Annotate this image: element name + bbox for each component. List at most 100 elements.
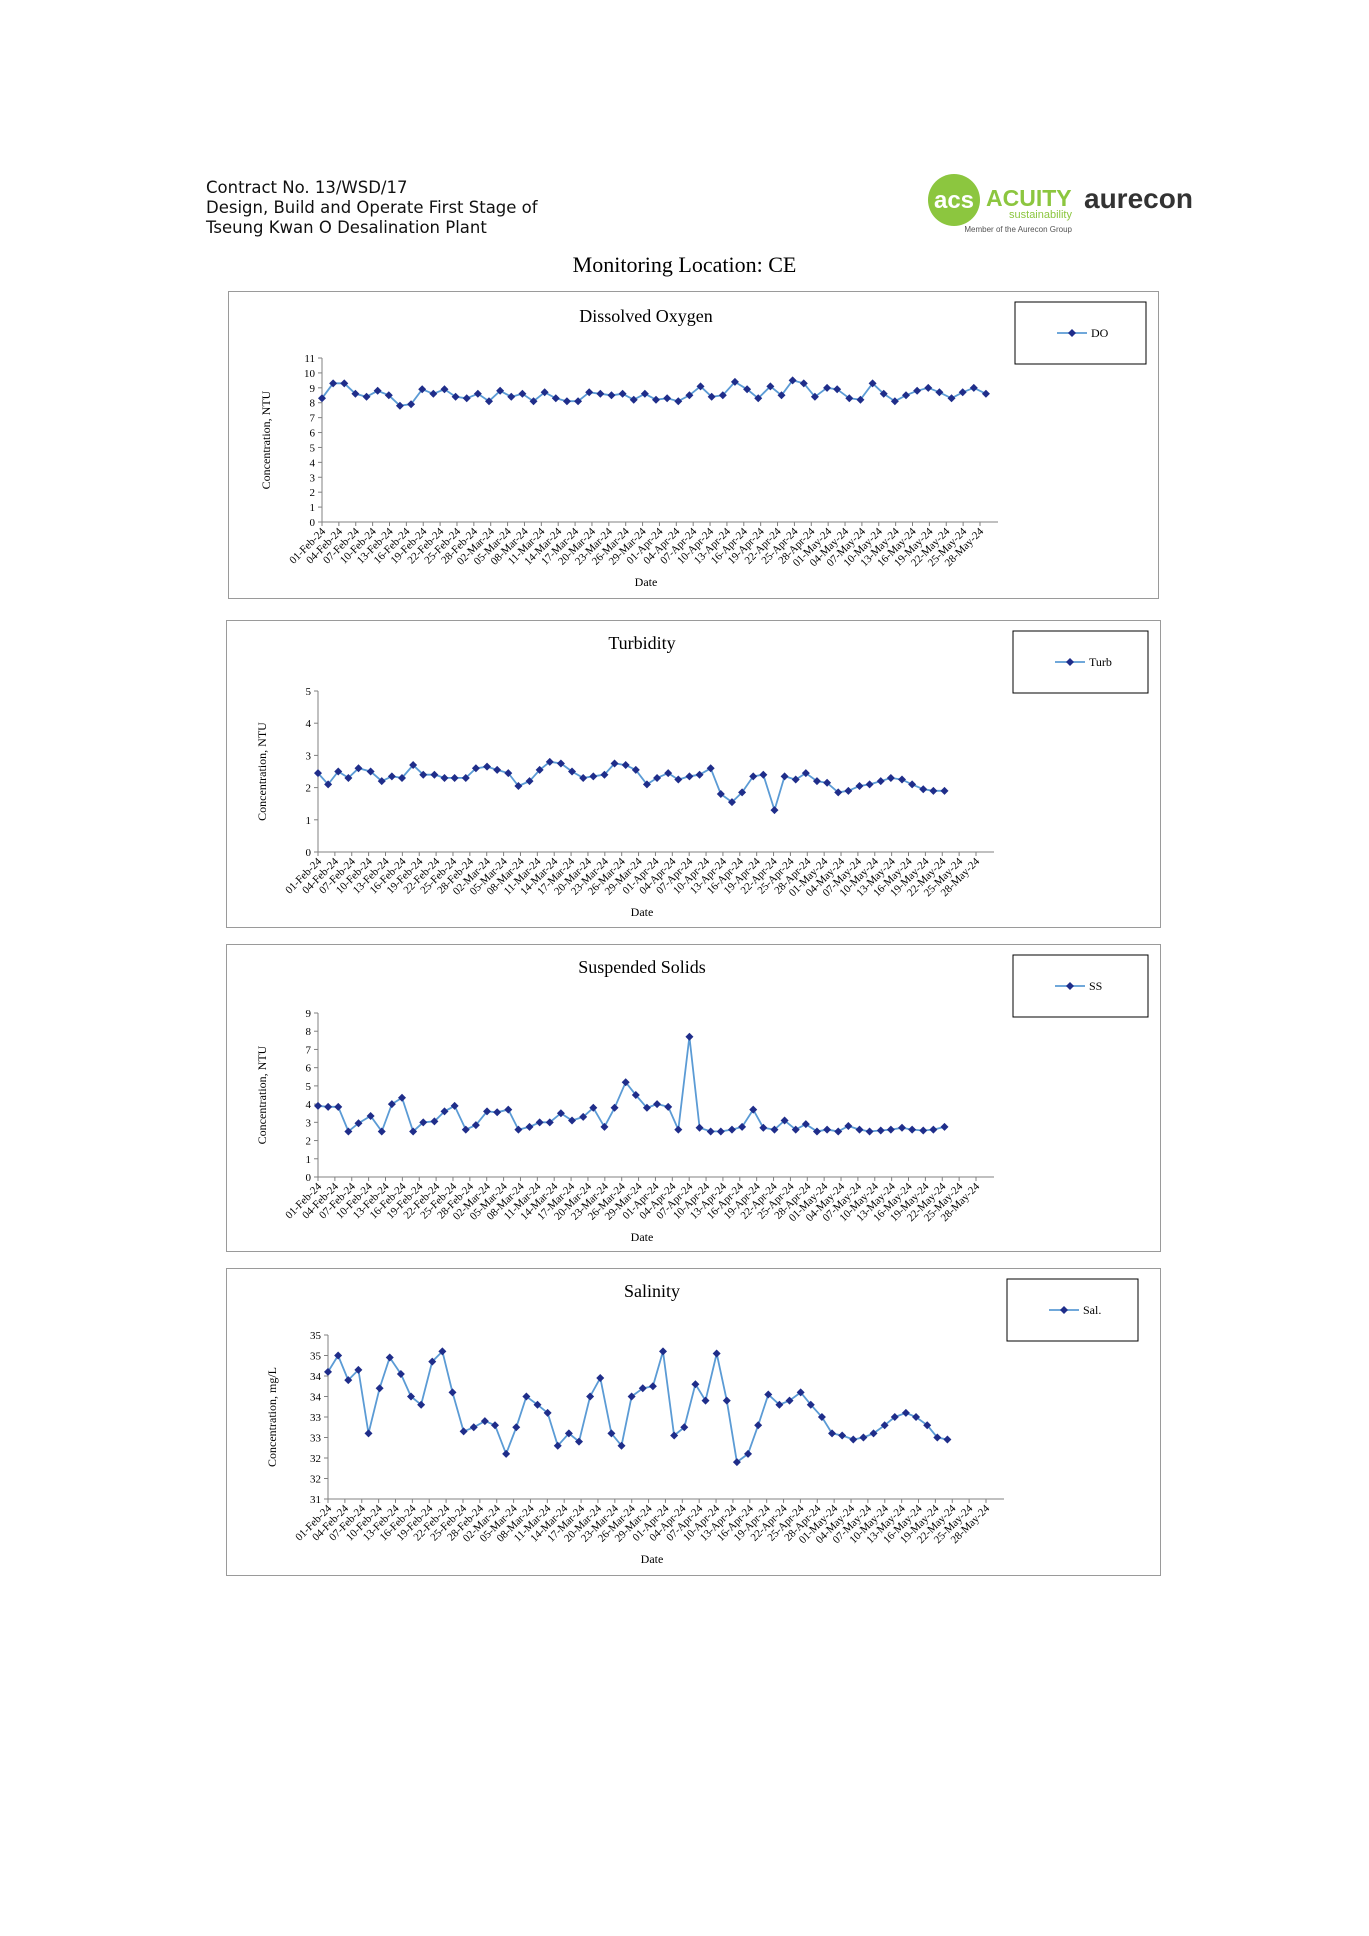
data-point — [493, 765, 502, 774]
data-point — [913, 386, 922, 395]
data-point — [384, 391, 393, 400]
y-tick-label: 35 — [310, 1351, 322, 1363]
data-point — [471, 764, 480, 773]
data-point — [879, 389, 888, 398]
data-point — [589, 772, 598, 781]
data-point — [659, 1347, 668, 1356]
data-point — [652, 395, 660, 404]
y-tick-label: 8 — [306, 1026, 312, 1038]
suspended-solids-chart-svg: Suspended Solids 0 1 2 3 4 5 6 7 8 9 Concentration,… — [255, 954, 1149, 1244]
data-point — [610, 759, 619, 768]
data-point — [329, 379, 338, 388]
data-point — [354, 764, 363, 773]
data-point — [785, 1396, 794, 1405]
data-point — [799, 379, 808, 388]
data-point — [738, 1122, 747, 1131]
data-point — [958, 388, 967, 397]
data-point — [876, 1126, 885, 1135]
data-point — [438, 1347, 447, 1356]
data-point — [629, 395, 638, 404]
data-point — [556, 1109, 565, 1118]
data-point — [732, 1458, 741, 1467]
y-tick-label: 1 — [306, 1154, 312, 1166]
suspended-solids-chart: Suspended Solids 0 1 2 3 4 5 6 7 8 9 Concentration,… — [226, 944, 1161, 1252]
data-point — [366, 1111, 375, 1120]
data-point — [886, 773, 895, 782]
data-point — [351, 389, 360, 398]
data-point — [981, 389, 990, 398]
y-tick-label: 5 — [306, 686, 312, 698]
data-point — [844, 786, 853, 795]
data-point — [450, 773, 459, 782]
data-point — [759, 770, 768, 779]
chart-title: Salinity — [624, 1281, 680, 1301]
data-point — [579, 1112, 588, 1121]
data-point — [869, 1429, 878, 1438]
page-title: Monitoring Location: CE — [572, 252, 797, 277]
data-point — [461, 773, 470, 782]
data-point — [631, 1091, 640, 1099]
data-point — [770, 1125, 779, 1134]
y-tick-label: 31 — [310, 1494, 321, 1506]
y-tick-label: 33 — [310, 1433, 322, 1445]
y-tick-label: 34 — [310, 1392, 322, 1404]
data-point — [935, 388, 944, 397]
data-point — [398, 1093, 407, 1102]
data-point — [480, 1417, 489, 1426]
data-point — [876, 777, 885, 786]
y-tick-label: 1 — [306, 815, 312, 827]
data-point — [759, 1123, 768, 1132]
data-point — [409, 1127, 418, 1136]
data-point — [354, 1365, 363, 1374]
y-tick-label: 11 — [304, 353, 315, 365]
acuity-monogram-circle — [928, 174, 980, 226]
data-point — [801, 1120, 810, 1129]
y-tick-label: 5 — [310, 442, 316, 454]
data-point — [471, 1121, 480, 1130]
data-point — [880, 1421, 889, 1430]
data-point — [377, 1127, 386, 1136]
y-tick-label: 3 — [306, 750, 312, 762]
data-point — [450, 1101, 459, 1110]
data-point — [407, 400, 416, 409]
data-point — [868, 379, 877, 388]
legend-marker — [1060, 1306, 1068, 1314]
y-axis-label: Concentration, NTU — [259, 390, 273, 489]
data-point — [387, 772, 396, 781]
data-point — [890, 397, 899, 406]
y-tick-label: 1 — [310, 502, 316, 514]
data-point — [483, 1107, 492, 1116]
data-point — [448, 1388, 457, 1397]
data-point — [607, 391, 616, 400]
data-point — [344, 1127, 353, 1136]
data-point — [504, 769, 513, 778]
y-tick-label: 6 — [310, 428, 316, 440]
data-point — [485, 397, 493, 406]
data-point — [855, 1125, 864, 1134]
y-axis-label: Concentration, NTU — [255, 1045, 269, 1144]
data-point — [642, 1103, 651, 1112]
data-point — [387, 1100, 396, 1109]
data-point — [491, 1421, 499, 1430]
data-point — [722, 1396, 731, 1405]
data-point — [514, 1125, 523, 1134]
data-point — [596, 389, 605, 398]
data-point — [947, 394, 956, 403]
y-tick-label: 35 — [310, 1330, 322, 1342]
data-point — [674, 397, 683, 406]
acuity-logo: acs ACUITY sustainability Member of the … — [928, 174, 1073, 234]
data-point — [334, 767, 343, 776]
data-point — [512, 1423, 521, 1432]
data-point — [419, 770, 428, 779]
x-axis-label: Date — [631, 1230, 654, 1244]
data-point — [919, 1126, 928, 1135]
data-point — [712, 1349, 721, 1358]
y-tick-label: 9 — [310, 383, 316, 395]
data-point — [810, 392, 819, 401]
data-point — [855, 781, 864, 790]
data-point — [586, 1392, 595, 1401]
data-point — [324, 1367, 332, 1376]
turbidity-chart: Turbidity 0 1 2 3 4 5 Concentration, NTU 01-Feb-… — [226, 620, 1161, 928]
data-point — [923, 1421, 932, 1430]
